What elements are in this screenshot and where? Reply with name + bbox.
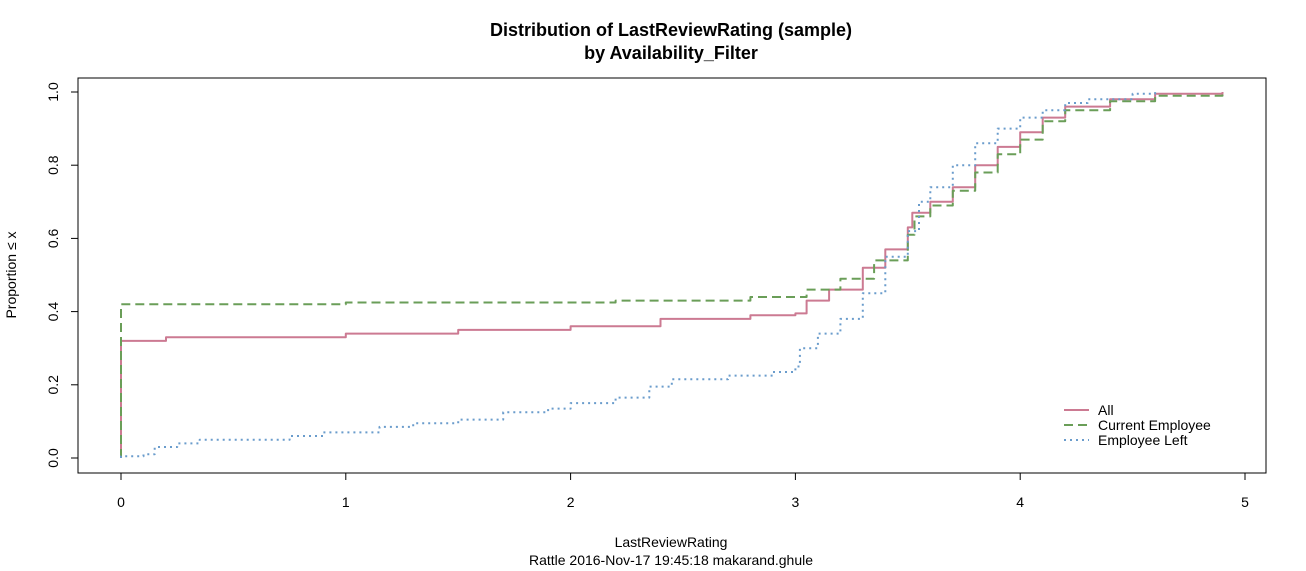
series-line-1: [120, 92, 1224, 458]
x-tick-label: 4: [1016, 494, 1024, 510]
x-tick-label: 5: [1241, 494, 1249, 510]
y-tick-label: 0.6: [45, 228, 61, 248]
x-axis-label: LastReviewRating: [615, 534, 728, 550]
legend-label-1: Current Employee: [1098, 417, 1211, 433]
x-tick-label: 2: [567, 494, 575, 510]
y-axis-label: Proportion ≤ x: [3, 231, 19, 318]
x-axis: 0 1 2 3 4 5: [117, 472, 1249, 510]
footer-text: Rattle 2016-Nov-17 19:45:18 makarand.ghu…: [529, 552, 813, 568]
x-tick-label: 3: [792, 494, 800, 510]
series-line-0: [120, 92, 1224, 458]
y-tick-label: 0.8: [45, 155, 61, 175]
y-tick-label: 0.4: [45, 302, 61, 322]
plot-frame: [77, 77, 1267, 474]
chart-subtitle: by Availability_Filter: [584, 43, 758, 63]
y-tick-label: 1.0: [45, 82, 61, 102]
x-tick-label: 0: [117, 494, 125, 510]
y-axis: 0.0 0.2 0.4 0.6 0.8 1.0: [45, 82, 79, 468]
y-tick-label: 0.0: [45, 448, 61, 468]
legend-label-0: All: [1098, 402, 1114, 418]
legend-label-2: Employee Left: [1098, 432, 1188, 448]
x-tick-label: 1: [342, 494, 350, 510]
y-tick-label: 0.2: [45, 375, 61, 395]
series-lines: [120, 92, 1224, 458]
chart-title: Distribution of LastReviewRating (sample…: [490, 20, 852, 40]
